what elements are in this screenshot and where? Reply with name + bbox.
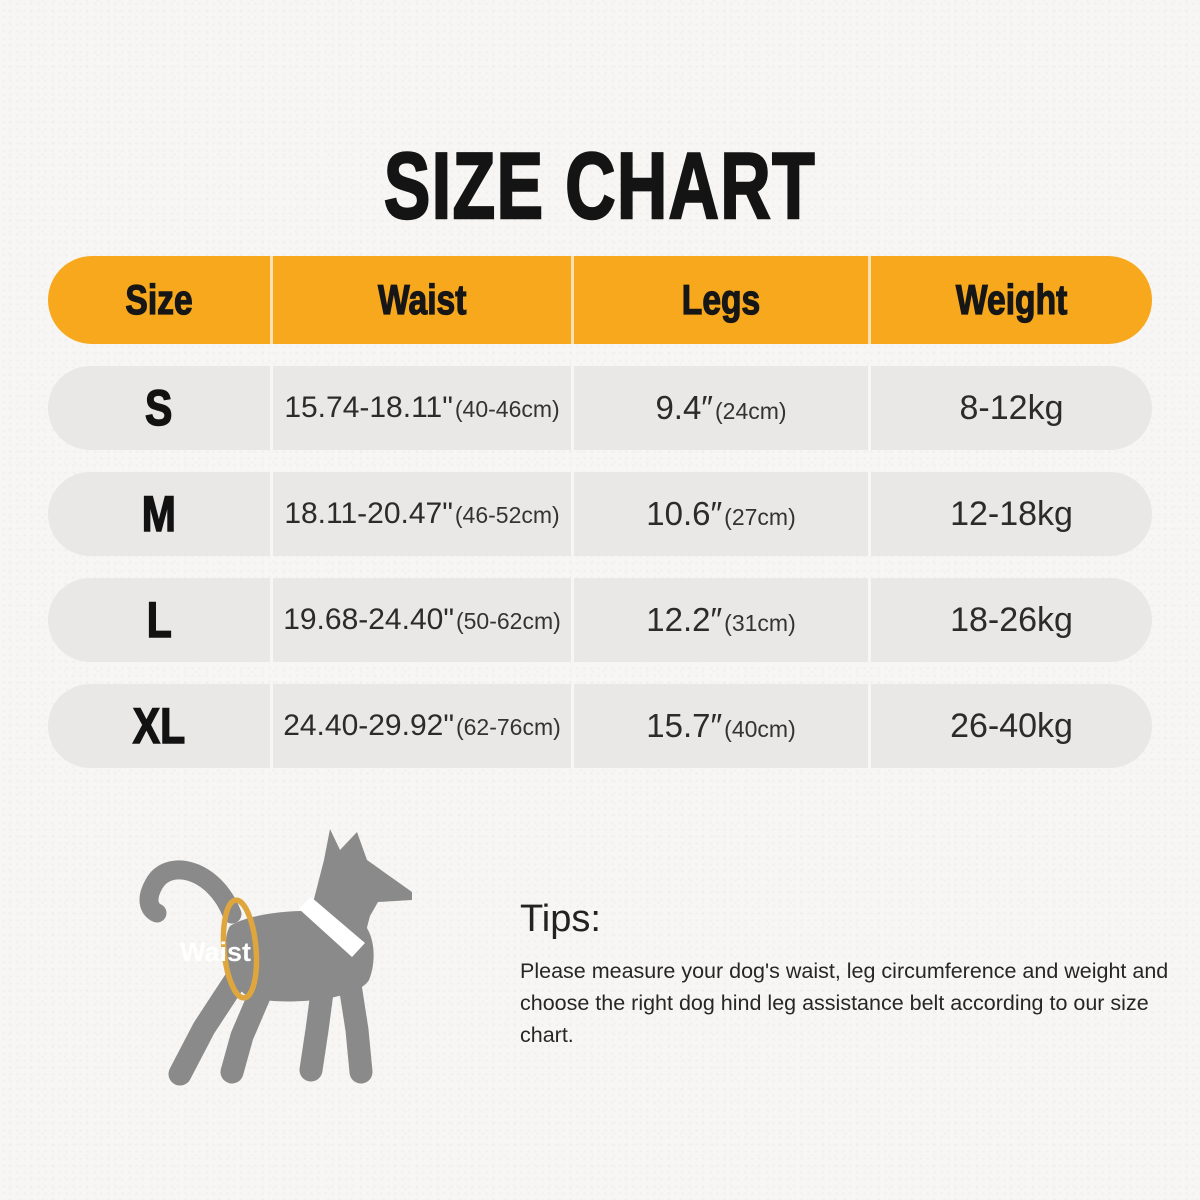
waist-cell: 19.68-24.40" (50-62cm): [270, 578, 571, 662]
column-header-legs: Legs: [571, 256, 868, 344]
table-row-s: S 15.74-18.11" (40-46cm) 9.4″ (24cm) 8-12k…: [48, 366, 1152, 450]
weight-cell: 26-40kg: [868, 684, 1152, 768]
dog-tail-icon: [139, 860, 242, 924]
table-row-m: M 18.11-20.47" (46-52cm) 10.6″ (27cm) 12-1…: [48, 472, 1152, 556]
weight-cell: 12-18kg: [868, 472, 1152, 556]
column-header-size: Size: [125, 275, 193, 323]
waist-label: Waist: [180, 937, 251, 967]
dog-silhouette-svg: Waist: [139, 829, 412, 1086]
tips-section: Tips: Please measure your dog's waist, l…: [520, 898, 1180, 1051]
dog-measurement-diagram: Waist: [118, 808, 458, 1108]
dog-collar-icon: [299, 897, 365, 957]
legs-cell: 15.7″ (40cm): [571, 684, 868, 768]
column-header-waist: Waist: [270, 256, 571, 344]
tips-heading: Tips:: [520, 898, 601, 940]
legs-cell: 10.6″ (27cm): [571, 472, 868, 556]
size-cell: M: [141, 485, 177, 543]
tips-text-line1: Please measure your dog's waist, leg cir…: [520, 959, 1169, 983]
waist-cell: 24.40-29.92" (62-76cm): [270, 684, 571, 768]
waist-cell: 18.11-20.47" (46-52cm): [270, 472, 571, 556]
waist-cell: 15.74-18.11" (40-46cm): [270, 366, 571, 450]
legs-cell: 12.2″ (31cm): [571, 578, 868, 662]
page-title: SIZE CHART: [383, 132, 817, 238]
size-table: Size Waist Legs Weight S 15.74-18.11" (40…: [48, 256, 1152, 768]
table-row-xl: XL 24.40-29.92" (62-76cm) 15.7″ (40cm) 26-…: [48, 684, 1152, 768]
table-header-row: Size Waist Legs Weight: [48, 256, 1152, 344]
size-cell: L: [146, 591, 172, 649]
weight-cell: 18-26kg: [868, 578, 1152, 662]
waist-ring-icon: [220, 897, 260, 1001]
table-row-l: L 19.68-24.40" (50-62cm) 12.2″ (31cm) 18-2…: [48, 578, 1152, 662]
weight-cell: 8-12kg: [868, 366, 1152, 450]
column-header-weight: Weight: [868, 256, 1152, 344]
tips-text-line2: choose the right dog hind leg assistance…: [520, 991, 1149, 1047]
size-cell: S: [145, 379, 174, 437]
size-cell: XL: [132, 697, 186, 755]
dog-hind-leg-rear-icon: [168, 958, 254, 1086]
legs-cell: 9.4″ (24cm): [571, 366, 868, 450]
